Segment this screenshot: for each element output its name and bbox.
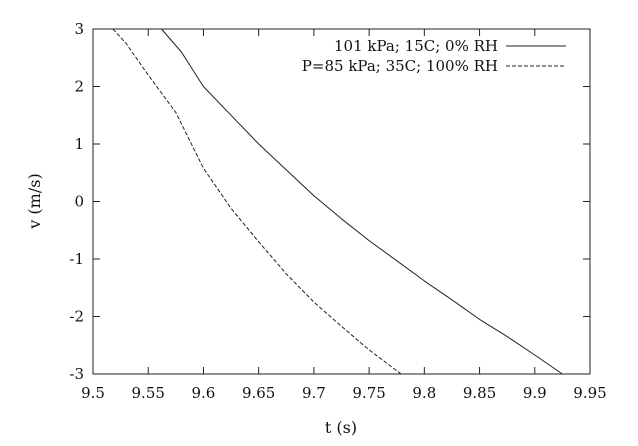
x-tick-label: 9.7	[302, 384, 326, 402]
x-tick-label: 9.95	[573, 384, 606, 402]
y-tick-label: -3	[69, 365, 84, 383]
y-tick-labels: -3 -2 -1 0 1 2 3	[69, 20, 84, 383]
x-tick-label: 9.65	[242, 384, 275, 402]
series-line-1	[161, 28, 563, 375]
x-tick-label: 9.85	[463, 384, 496, 402]
x-tick-label: 9.55	[132, 384, 165, 402]
y-tick-label: -2	[69, 308, 84, 326]
x-tick-label: 9.6	[192, 384, 216, 402]
y-tick-label: 1	[74, 135, 84, 153]
series-lines	[112, 28, 563, 375]
x-tick-label: 9.9	[523, 384, 547, 402]
x-tick-label: 9.5	[81, 384, 105, 402]
y-axis-label: v (m/s)	[25, 173, 44, 229]
x-tick-label: 9.8	[412, 384, 436, 402]
tick-marks	[92, 28, 591, 375]
y-tick-label: 2	[74, 78, 84, 96]
legend-label-series-1: 101 kPa; 15C; 0% RH	[334, 37, 498, 55]
legend-label-series-2: P=85 kPa; 35C; 100% RH	[302, 57, 498, 75]
x-tick-labels: 9.5 9.55 9.6 9.65 9.7 9.75 9.8 9.85 9.9 9.95	[81, 384, 607, 402]
y-tick-label: 3	[74, 20, 84, 38]
plot-frame	[92, 28, 591, 375]
legend: 101 kPa; 15C; 0% RH P=85 kPa; 35C; 100% …	[302, 37, 566, 75]
x-axis-label: t (s)	[325, 418, 357, 437]
series-line-2	[112, 28, 402, 375]
y-tick-label: -1	[69, 250, 84, 268]
x-tick-label: 9.75	[352, 384, 385, 402]
y-tick-label: 0	[74, 193, 84, 211]
